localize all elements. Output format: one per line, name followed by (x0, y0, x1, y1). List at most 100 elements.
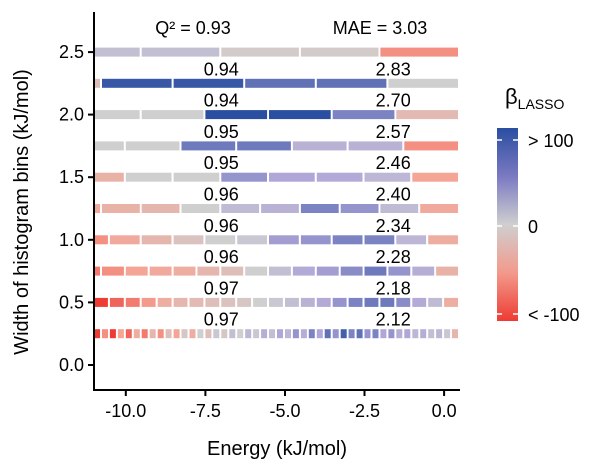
heatmap-cell-9-45 (444, 329, 451, 339)
heatmap-cell-4-13 (412, 172, 458, 182)
heatmap-cell-6-12 (332, 235, 363, 245)
y-tick-label: 1.0 (59, 230, 84, 250)
legend-colorbar (497, 128, 518, 321)
heatmap-cell-0-9 (300, 47, 379, 57)
heatmap-cell-9-11 (173, 329, 180, 339)
heatmap-cell-6-5 (109, 235, 140, 245)
heatmap-cell-8-12 (269, 297, 283, 307)
legend-title: βLASSO (505, 84, 564, 112)
heatmap-cell-9-15 (205, 329, 212, 339)
heatmap-cell-7-6 (173, 266, 196, 276)
heatmap-cell-8-17 (348, 297, 363, 307)
heatmap-cell-9-43 (428, 329, 435, 339)
row-mae-label: 2.18 (376, 278, 411, 298)
heatmap-cell-8-13 (285, 297, 299, 307)
y-tick-label: 2.5 (59, 42, 84, 62)
heatmap-cell-9-27 (300, 329, 307, 339)
heatmap-cell-9-33 (348, 329, 355, 339)
legend-label-high: > 100 (528, 131, 574, 151)
heatmap-cell-9-28 (308, 329, 315, 339)
heatmap-cell-9-22 (261, 329, 268, 339)
heatmap-cell-9-29 (316, 329, 323, 339)
heatmap-cell-6-8 (205, 235, 236, 245)
legend-label-low: < -100 (528, 305, 580, 325)
heatmap-cell-3-11 (348, 141, 403, 151)
x-tick-label: -7.5 (190, 401, 221, 421)
heatmap-cell-7-8 (221, 266, 244, 276)
heatmap-cell-7-17 (436, 266, 458, 276)
heatmap-cell-4-10 (269, 172, 315, 182)
heatmap-cell-6-14 (396, 235, 427, 245)
heatmap-cell-5-13 (380, 204, 419, 213)
heatmap-cell-7-3 (102, 266, 124, 276)
heatmap-cell-8-6 (173, 297, 188, 307)
heatmap-cell-8-21 (412, 297, 427, 307)
heatmap-cell-3-8 (181, 141, 236, 151)
heatmap-cell-7-11 (292, 266, 315, 276)
x-axis-ticks: -10.0 -7.5 -5.0 -2.5 0.0 (105, 390, 457, 421)
heatmap-cell-8-9 (221, 297, 236, 307)
heatmap-cell-9-23 (269, 329, 275, 339)
heatmap-cell-6-4 (95, 235, 108, 245)
row-q2-label: 0.97 (204, 278, 239, 298)
heatmap-cell-9-21 (253, 329, 260, 339)
heatmap-cell-5-10 (261, 204, 299, 213)
heatmap-cell-9-36 (372, 329, 379, 339)
x-tick-label: -2.5 (349, 401, 380, 421)
heatmap-cell-8-4 (141, 297, 156, 307)
heatmap-cell-8-23 (444, 297, 458, 307)
heatmap-cell-2-10 (396, 110, 458, 120)
heatmap-cell-4-9 (221, 172, 267, 182)
heatmap-cell-9-9 (157, 329, 164, 339)
heatmap-cell-9-32 (340, 329, 347, 339)
heatmap-cell-4-8 (173, 172, 220, 182)
heatmap-cell-7-15 (388, 266, 411, 276)
heatmap-cell-0-8 (221, 47, 299, 57)
heatmap-cell-6-6 (141, 235, 172, 245)
row-q2-label: 0.96 (204, 216, 239, 236)
heatmap-cell-9-7 (141, 329, 148, 339)
heatmap-cell-1-10 (388, 78, 458, 88)
heatmap-cell-9-14 (197, 329, 204, 339)
heatmap-cell-9-6 (133, 329, 140, 339)
heatmap-cell-9-16 (213, 329, 220, 339)
heatmap-cell-9-4 (117, 329, 124, 339)
heatmap-cell-8-15 (316, 297, 331, 307)
heatmap-cell-9-35 (364, 329, 371, 339)
mae-header-label: MAE = 3.03 (333, 18, 428, 38)
y-tick-label: 0.5 (59, 292, 84, 312)
heatmap-cell-7-7 (197, 266, 220, 276)
row-q2-label: 0.94 (204, 91, 239, 111)
legend-title-subscript: LASSO (518, 96, 565, 112)
heatmap-cell-7-14 (364, 266, 387, 276)
heatmap-cell-6-15 (428, 235, 458, 245)
heatmap-cell-1-9 (316, 78, 387, 88)
heatmap-cell-9-3 (109, 329, 116, 339)
heatmap-cell-9-5 (125, 329, 132, 339)
heatmap-cell-7-5 (149, 266, 172, 276)
heatmap-cell-0-10 (380, 47, 458, 57)
row-mae-label: 2.57 (376, 122, 411, 142)
heatmap-cell-7-13 (340, 266, 363, 276)
heatmap-cell-9-41 (412, 329, 419, 339)
heatmap-cell-7-16 (412, 266, 435, 276)
y-tick-label: 2.0 (59, 105, 84, 125)
heatmap-cell-3-7 (125, 141, 180, 151)
heatmap-cell-4-11 (316, 172, 363, 182)
heatmap-cell-9-38 (388, 329, 395, 339)
heatmap-cell-8-8 (205, 297, 220, 307)
heatmap-cell-8-16 (332, 297, 347, 307)
heatmap-cell-2-6 (141, 110, 204, 120)
heatmap-cell-9-40 (404, 329, 411, 339)
heatmap-cell-9-24 (277, 329, 283, 339)
heatmap-cell-8-2 (109, 297, 124, 307)
heatmap-cell-9-34 (356, 329, 363, 339)
y-axis-ticks: 0.0 0.5 1.0 1.5 2.0 2.5 (59, 42, 94, 375)
heatmap-bars (95, 47, 458, 339)
y-axis-title: Width of histogram bins (kJ/mol) (11, 69, 33, 355)
row-mae-label: 2.12 (376, 310, 411, 330)
row-mae-label: 2.83 (376, 59, 411, 79)
heatmap-cell-7-10 (269, 266, 291, 276)
heatmap-cell-8-11 (253, 297, 267, 307)
heatmap-cell-9-17 (221, 329, 228, 339)
